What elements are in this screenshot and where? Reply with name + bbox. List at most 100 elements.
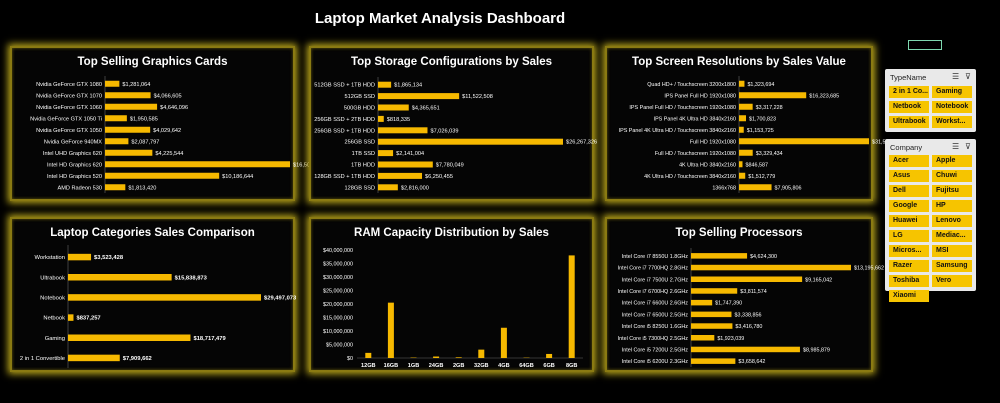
- category-label: Ultrabook: [40, 275, 65, 281]
- bar[interactable]: [105, 126, 151, 133]
- bar[interactable]: [68, 334, 191, 342]
- data-label: $10,186,644: [222, 174, 253, 180]
- data-label: $2,087,797: [131, 139, 159, 145]
- slicer-item[interactable]: Lenovo: [932, 215, 972, 227]
- slicer-item[interactable]: Mediac...: [932, 230, 972, 242]
- bar[interactable]: [739, 115, 747, 122]
- bar[interactable]: [739, 161, 743, 168]
- y-tick-label: $5,000,000: [326, 343, 353, 349]
- slicer-item[interactable]: Gaming: [932, 86, 972, 98]
- slicer-item[interactable]: Notebook: [932, 101, 972, 113]
- slicer-item[interactable]: LG: [889, 230, 929, 242]
- bar[interactable]: [378, 138, 563, 145]
- bar[interactable]: [691, 323, 733, 329]
- bar[interactable]: [378, 150, 394, 157]
- multi-select-icon[interactable]: ☰: [952, 142, 960, 151]
- slicer-item[interactable]: Fujitsu: [932, 185, 972, 197]
- bar[interactable]: [105, 80, 120, 87]
- bar[interactable]: [478, 349, 485, 358]
- data-label: $3,329,434: [756, 151, 783, 157]
- category-label: 500GB HDD: [344, 106, 375, 112]
- bar[interactable]: [378, 81, 392, 88]
- bar[interactable]: [105, 161, 290, 168]
- slicer-item[interactable]: HP: [932, 200, 972, 212]
- bar[interactable]: [691, 288, 738, 294]
- data-label: $1,153,725: [747, 128, 774, 134]
- slicer-item[interactable]: Acer: [889, 155, 929, 167]
- bar[interactable]: [105, 115, 127, 122]
- bar[interactable]: [739, 184, 772, 191]
- category-label: Intel HD Graphics 620: [47, 162, 102, 168]
- data-label: $846,587: [745, 162, 767, 168]
- bar[interactable]: [105, 184, 126, 191]
- bar[interactable]: [546, 353, 553, 358]
- bar[interactable]: [691, 264, 851, 271]
- bar[interactable]: [68, 294, 261, 301]
- bar[interactable]: [691, 276, 803, 283]
- clear-filter-icon[interactable]: ⊽: [965, 72, 971, 81]
- bar[interactable]: [378, 161, 433, 168]
- bar[interactable]: [105, 103, 158, 110]
- bar[interactable]: [387, 302, 394, 358]
- bar[interactable]: [105, 92, 151, 99]
- slicer-item[interactable]: Micros...: [889, 245, 929, 257]
- clear-filter-icon[interactable]: ⊽: [965, 142, 971, 151]
- bar[interactable]: [739, 103, 753, 110]
- bar[interactable]: [378, 104, 409, 111]
- bar[interactable]: [105, 138, 129, 145]
- slicer-item[interactable]: Workst...: [932, 116, 972, 128]
- y-tick-label: $30,000,000: [323, 275, 353, 281]
- bar[interactable]: [365, 352, 372, 358]
- data-label: $29,497,073: [264, 295, 297, 301]
- bar[interactable]: [500, 327, 507, 358]
- bar[interactable]: [378, 115, 384, 122]
- bar[interactable]: [739, 172, 746, 179]
- slicer-item[interactable]: Netbook: [889, 101, 929, 113]
- selection-box[interactable]: [908, 40, 942, 50]
- bar[interactable]: [739, 149, 753, 156]
- bar[interactable]: [568, 255, 575, 358]
- bar[interactable]: [691, 311, 732, 318]
- bar[interactable]: [68, 253, 92, 261]
- panel-title: Laptop Categories Sales Comparison: [50, 227, 255, 239]
- bar[interactable]: [68, 274, 172, 281]
- slicer-item[interactable]: MSI: [932, 245, 972, 257]
- bar[interactable]: [691, 299, 713, 306]
- bar[interactable]: [68, 354, 120, 362]
- bar[interactable]: [378, 93, 460, 100]
- slicer-item[interactable]: Huawei: [889, 215, 929, 227]
- data-label: $16,323,685: [809, 93, 839, 99]
- slicer-item[interactable]: Google: [889, 200, 929, 212]
- bar[interactable]: [691, 253, 748, 259]
- bar[interactable]: [433, 356, 440, 358]
- slicer-item[interactable]: Razer: [889, 260, 929, 272]
- slicer-item[interactable]: Dell: [889, 185, 929, 197]
- slicer-item[interactable]: Xiaomi: [889, 290, 929, 302]
- data-label: $7,026,039: [430, 128, 458, 134]
- data-label: $1,865,134: [394, 83, 422, 89]
- slicer-item[interactable]: Chuwi: [932, 170, 972, 182]
- bar[interactable]: [455, 357, 462, 358]
- bar[interactable]: [378, 127, 428, 134]
- category-label: 512GB SSD: [345, 94, 375, 100]
- multi-select-icon[interactable]: ☰: [952, 72, 960, 81]
- bar[interactable]: [691, 358, 736, 364]
- slicer-item[interactable]: Asus: [889, 170, 929, 182]
- bar[interactable]: [691, 335, 715, 341]
- bar[interactable]: [68, 314, 74, 321]
- slicer-item[interactable]: Vero: [932, 275, 972, 287]
- slicer-item[interactable]: Toshiba: [889, 275, 929, 287]
- bar[interactable]: [378, 172, 423, 179]
- bar[interactable]: [739, 126, 744, 133]
- slicer-item[interactable]: Apple: [932, 155, 972, 167]
- bar[interactable]: [691, 346, 800, 353]
- slicer-item[interactable]: Ultrabook: [889, 116, 929, 128]
- slicer-item[interactable]: Samsung: [932, 260, 972, 272]
- bar[interactable]: [739, 80, 745, 87]
- bar[interactable]: [739, 92, 807, 99]
- bar[interactable]: [378, 184, 398, 191]
- slicer-item[interactable]: 2 in 1 Co...: [889, 86, 929, 98]
- bar[interactable]: [739, 138, 869, 145]
- bar[interactable]: [105, 149, 153, 156]
- bar[interactable]: [105, 172, 220, 179]
